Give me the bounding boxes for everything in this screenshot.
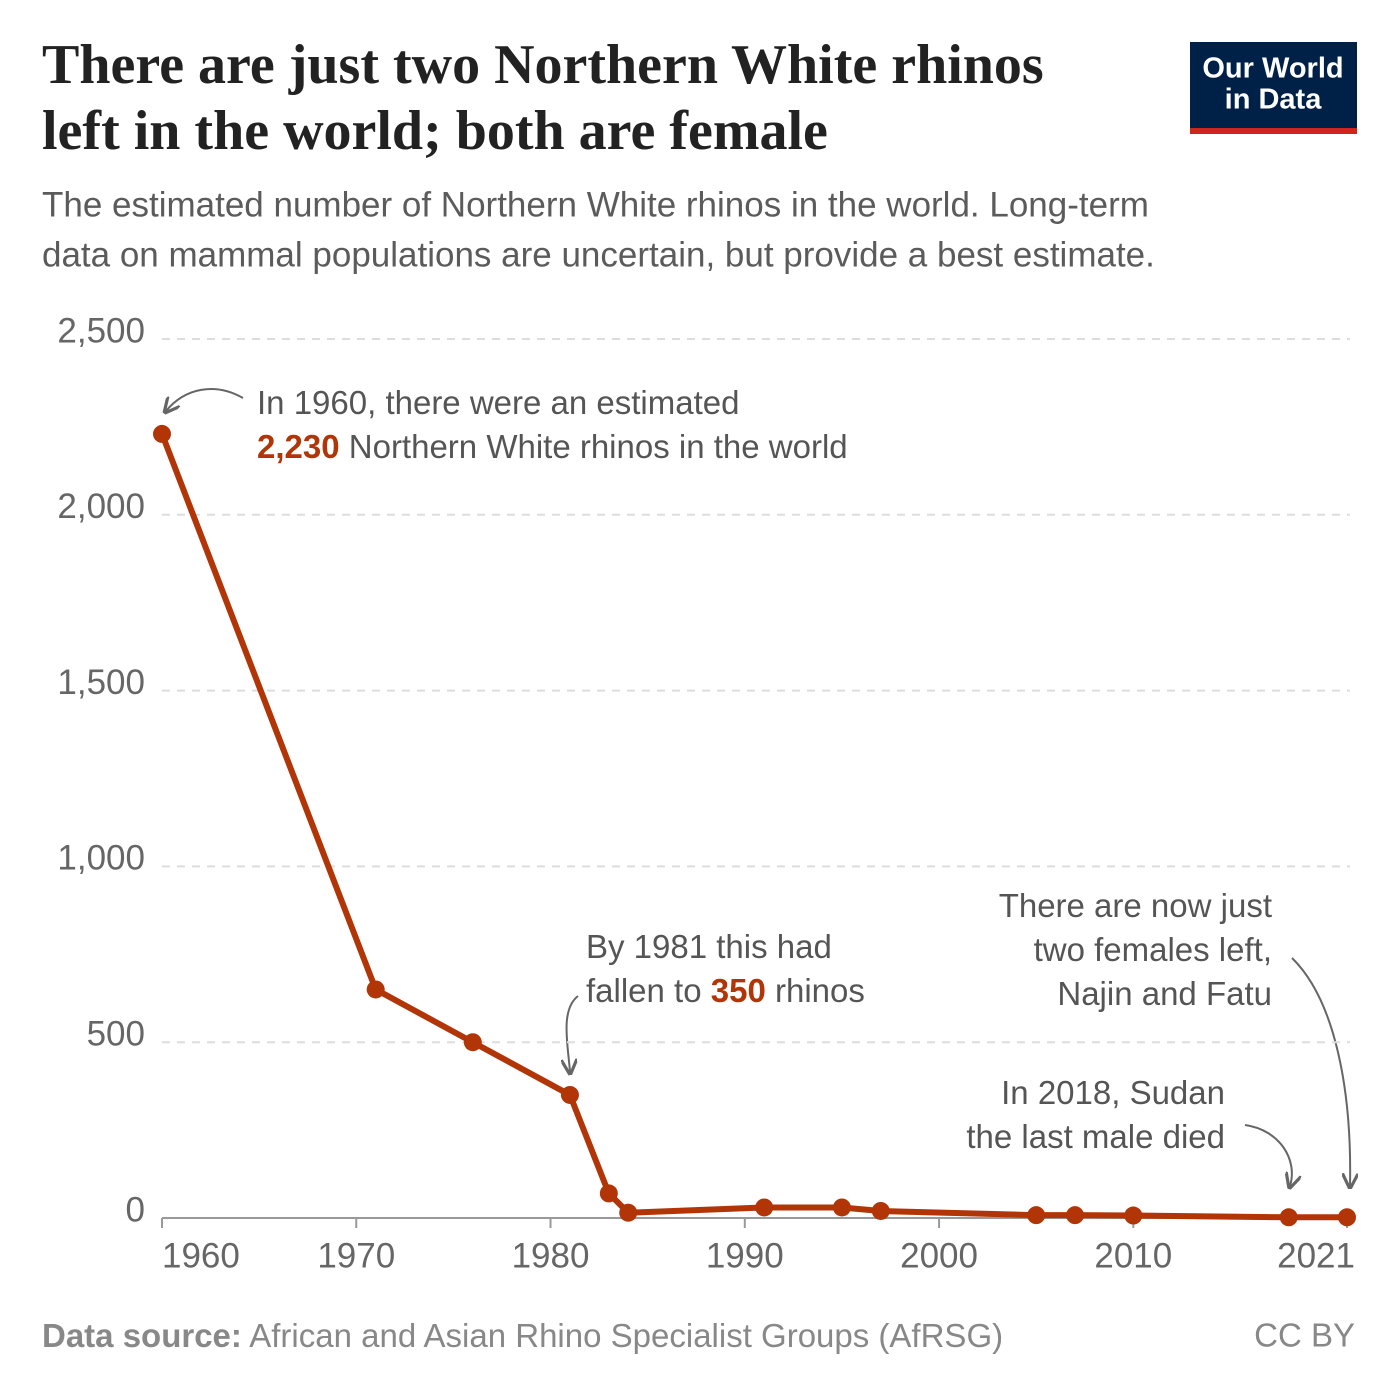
point	[463, 1033, 482, 1052]
annotation-run: In 1960, there were an estimated	[257, 384, 739, 421]
point	[560, 1085, 579, 1104]
arrow	[567, 995, 579, 1072]
annotation: Najin and Fatu	[1057, 975, 1272, 1012]
line	[159, 432, 1347, 1221]
x-tick-label: 2010	[1094, 1236, 1172, 1275]
annotation-run: By 1981 this had	[586, 928, 832, 965]
y-tick-label: 500	[87, 1014, 145, 1053]
point	[1027, 1206, 1046, 1225]
y-tick-label: 2,500	[57, 311, 145, 350]
logo-bar	[1190, 128, 1357, 134]
annotation-run: 2,230	[257, 428, 340, 465]
point	[1279, 1208, 1298, 1227]
x-tick-label: 1990	[706, 1236, 784, 1275]
point	[366, 980, 385, 999]
logo: Our World in Data	[1190, 42, 1357, 134]
annotation-run: There are now just	[999, 887, 1272, 924]
logo-text: Our World	[1202, 53, 1343, 85]
point	[1338, 1208, 1356, 1227]
y-tick-label: 2,000	[57, 487, 145, 526]
subtitle: data on mammal populations are uncertain…	[42, 235, 1155, 274]
annotation-run: Najin and Fatu	[1057, 975, 1272, 1012]
annotation-run: fallen to	[586, 972, 711, 1009]
point	[599, 1184, 618, 1203]
x-tick-label: 2000	[900, 1236, 978, 1275]
x-tick-label: 1960	[162, 1236, 240, 1275]
title: There are just two Northern White rhinos	[42, 34, 1044, 96]
annotation: In 1960, there were an estimated	[257, 384, 739, 421]
point	[619, 1203, 638, 1222]
source-label: Data source:	[42, 1317, 242, 1354]
x-tick-label: 1970	[317, 1236, 395, 1275]
annotation: fallen to 350 rhinos	[586, 972, 865, 1009]
point	[832, 1198, 851, 1217]
annotation: There are now just	[999, 887, 1272, 924]
annotation-run: In 2018, Sudan	[1001, 1074, 1225, 1111]
annotation: By 1981 this had	[586, 928, 832, 965]
annotation: 2,230 Northern White rhinos in the world	[257, 428, 848, 465]
point	[153, 424, 171, 443]
annotation-run: 350	[711, 972, 766, 1009]
annotation: In 2018, Sudan	[1001, 1074, 1225, 1111]
point	[871, 1201, 890, 1220]
logo-text: in Data	[1225, 84, 1323, 116]
y-tick-label: 1,500	[57, 663, 145, 702]
y-tick-label: 1,000	[57, 839, 145, 878]
license: CC BY	[1254, 1317, 1355, 1354]
source-text: African and Asian Rhino Specialist Group…	[242, 1317, 1003, 1354]
arrow	[166, 388, 244, 411]
logo-bg	[1190, 42, 1357, 128]
annotation: the last male died	[966, 1118, 1225, 1155]
x-tick-label: 2021	[1277, 1236, 1355, 1275]
annotation: two females left,	[1034, 931, 1272, 968]
point	[1124, 1206, 1143, 1225]
annotation-run: the last male died	[966, 1118, 1225, 1155]
title: left in the world; both are female	[42, 100, 828, 162]
point	[755, 1198, 774, 1217]
annotation-run: two females left,	[1034, 931, 1272, 968]
arrow	[1244, 1124, 1292, 1186]
point	[1066, 1206, 1085, 1225]
annotation-run: Northern White rhinos in the world	[340, 428, 848, 465]
annotation-run: rhinos	[766, 972, 865, 1009]
subtitle: The estimated number of Northern White r…	[42, 185, 1149, 224]
arrow	[1291, 957, 1350, 1186]
y-tick-label: 0	[126, 1190, 145, 1229]
source: Data source: African and Asian Rhino Spe…	[42, 1317, 1003, 1354]
x-tick-label: 1980	[512, 1236, 590, 1275]
